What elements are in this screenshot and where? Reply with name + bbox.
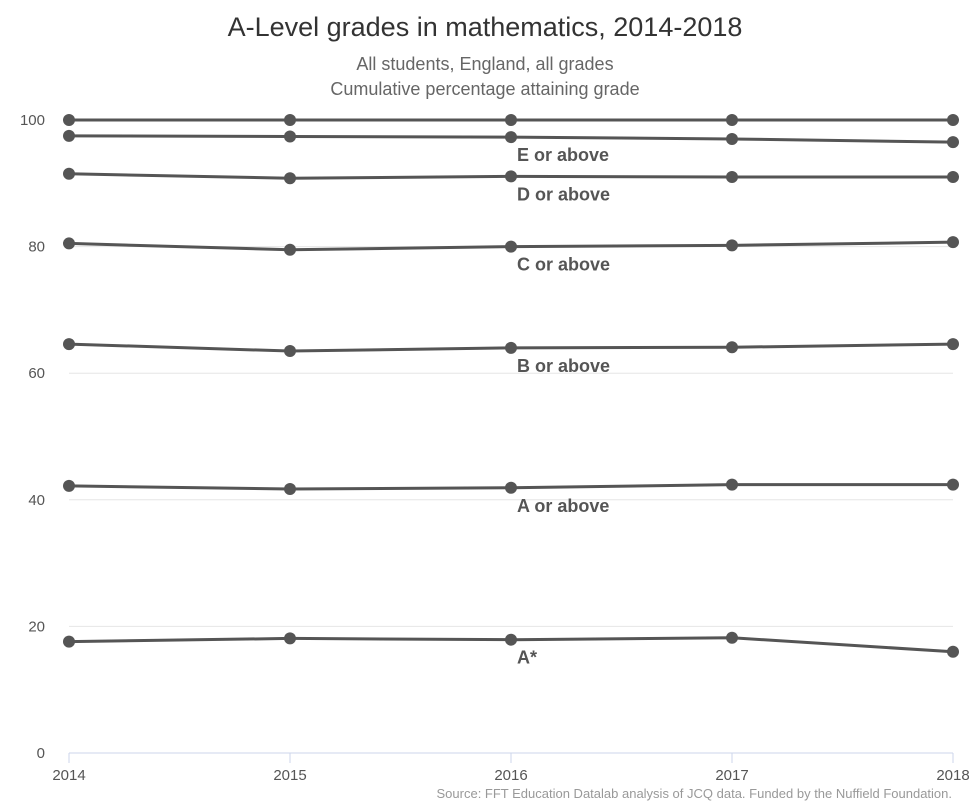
data-point xyxy=(63,479,75,492)
x-tick-label: 2014 xyxy=(52,767,85,784)
data-point xyxy=(726,132,738,145)
series-label: E or above xyxy=(517,145,609,165)
data-point xyxy=(63,237,75,250)
data-point xyxy=(947,645,959,658)
y-tick-label: 20 xyxy=(28,618,45,635)
data-point xyxy=(726,170,738,183)
data-point xyxy=(284,243,296,256)
data-point xyxy=(505,341,517,354)
y-axis-ticks: 0 20 40 60 80 100 xyxy=(20,112,45,762)
data-point xyxy=(947,236,959,249)
y-tick-label: 40 xyxy=(28,492,45,509)
data-point xyxy=(505,170,517,183)
chart-subtitle-line-2: Cumulative percentage attaining grade xyxy=(330,79,640,99)
data-point xyxy=(947,478,959,491)
data-point xyxy=(505,633,517,646)
data-point xyxy=(284,345,296,358)
data-point xyxy=(947,338,959,351)
data-point xyxy=(284,172,296,185)
y-tick-label: 60 xyxy=(28,365,45,382)
data-point xyxy=(284,483,296,496)
x-tick-label: 2018 xyxy=(936,767,969,784)
chart-title: A-Level grades in mathematics, 2014-2018 xyxy=(227,12,743,42)
y-tick-label: 80 xyxy=(28,239,45,256)
series-3 xyxy=(63,236,959,256)
series-1 xyxy=(63,129,959,149)
data-point xyxy=(63,635,75,648)
data-point xyxy=(947,114,959,126)
data-point xyxy=(726,631,738,644)
series-6 xyxy=(63,631,959,658)
data-point xyxy=(726,239,738,252)
chart-subtitle-line-1: All students, England, all grades xyxy=(356,54,614,74)
data-point xyxy=(63,167,75,180)
data-point xyxy=(284,114,296,126)
series-label: A or above xyxy=(517,496,609,516)
series-label: A* xyxy=(517,648,537,668)
series-label: B or above xyxy=(517,356,610,376)
series-label: D or above xyxy=(517,184,610,204)
gridlines xyxy=(69,119,953,627)
data-point xyxy=(63,338,75,351)
y-tick-label: 100 xyxy=(20,112,45,129)
data-point xyxy=(947,170,959,183)
data-point xyxy=(726,341,738,354)
series-labels: E or above D or above C or above B or above… xyxy=(517,145,610,668)
source-note: Source: FFT Education Datalab analysis o… xyxy=(436,786,952,801)
series-2 xyxy=(63,167,959,185)
y-tick-label: 0 xyxy=(37,745,45,762)
data-point xyxy=(505,131,517,144)
series-lines xyxy=(63,114,959,658)
data-point xyxy=(505,240,517,253)
data-point xyxy=(947,136,959,149)
data-point xyxy=(284,632,296,645)
data-point xyxy=(63,114,75,126)
data-point xyxy=(284,130,296,143)
data-point xyxy=(726,478,738,491)
data-point xyxy=(726,114,738,126)
data-point xyxy=(505,114,517,126)
x-axis-ticks: 2014 2015 2016 2017 2018 xyxy=(52,767,969,784)
x-tick-label: 2017 xyxy=(715,767,748,784)
data-point xyxy=(505,481,517,494)
data-point xyxy=(63,129,75,142)
series-4 xyxy=(63,338,959,358)
x-axis xyxy=(68,752,954,763)
series-0 xyxy=(63,114,959,126)
series-5 xyxy=(63,478,959,496)
series-label: C or above xyxy=(517,255,610,275)
x-tick-label: 2016 xyxy=(494,767,527,784)
x-tick-label: 2015 xyxy=(273,767,306,784)
